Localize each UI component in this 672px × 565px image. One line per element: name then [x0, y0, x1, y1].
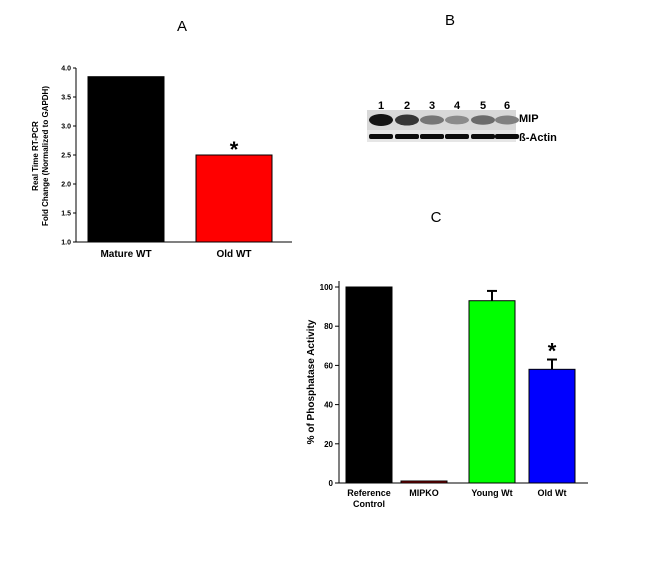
blot-mip-band	[471, 115, 495, 125]
panel-a-label: A	[177, 18, 187, 35]
chart-a-ytick-label: 3.5	[61, 95, 71, 102]
blot-lane-number: 3	[429, 100, 435, 112]
blot-actin-band	[471, 134, 495, 139]
band-label-mip: MIP	[519, 113, 539, 125]
chart-a-ytick-label: 2.5	[61, 153, 71, 160]
chart-c-ytick-label: 0	[329, 479, 334, 488]
blot-actin-band	[495, 134, 519, 139]
blot-mip-band	[420, 115, 444, 125]
blot-lane-number: 1	[378, 100, 384, 112]
chart-a-significance-star: *	[230, 137, 239, 162]
panel-b-label: B	[445, 12, 455, 29]
chart-c-bar	[345, 286, 393, 484]
chart-a-ytick-label: 3.0	[61, 124, 71, 131]
blot-actin-band	[445, 134, 469, 139]
chart-a-ytick-label: 1.5	[61, 211, 71, 218]
blot-actin-band	[420, 134, 444, 139]
blot-mip-band	[395, 114, 419, 126]
chart-a-ytick-label: 2.0	[61, 182, 71, 189]
chart-a: Real Time RT-PCR Fold Change (Normalized…	[31, 66, 292, 260]
blot-lane-number: 5	[480, 100, 486, 112]
panel-c-label: C	[431, 209, 442, 226]
chart-a-ylabel-line2: Fold Change (Normalized to GAPDH)	[41, 86, 50, 226]
chart-a-ytick-label: 4.0	[61, 66, 71, 73]
band-label-actin: ß-Actin	[519, 132, 557, 144]
chart-c-category-label: MIPKO	[409, 488, 439, 498]
chart-c-ytick-label: 20	[324, 440, 333, 449]
chart-c-ytick-label: 40	[324, 401, 333, 410]
chart-a-bar	[195, 154, 273, 243]
western-blot: 1 2 3 4 5 6 MIP ß-Actin	[367, 100, 557, 144]
blot-mip-band	[369, 114, 393, 126]
chart-c-bar	[468, 300, 516, 484]
chart-c-bar	[528, 368, 576, 484]
chart-c-category-label: Reference	[347, 488, 391, 498]
blot-actin-band	[395, 134, 419, 139]
chart-c-ytick-label: 80	[324, 322, 333, 331]
chart-a-ylabel-line1: Real Time RT-PCR	[31, 121, 40, 191]
chart-c-ytick-label: 60	[324, 361, 333, 370]
blot-lane-number: 6	[504, 100, 510, 112]
chart-c: % of Phosphatase Activity 0 20 40 60 80 100 R…	[306, 281, 588, 509]
chart-a-bar	[87, 76, 165, 243]
blot-lane-number: 4	[454, 100, 461, 112]
chart-a-category-label: Old WT	[217, 249, 252, 260]
blot-mip-band	[495, 115, 519, 125]
chart-c-category-label: Control	[353, 499, 385, 509]
chart-a-ytick-label: 1.0	[61, 240, 71, 247]
chart-c-significance-star: *	[548, 339, 557, 364]
chart-c-category-label: Old Wt	[538, 488, 567, 498]
chart-c-ytick-label: 100	[320, 283, 334, 292]
blot-mip-band	[445, 115, 469, 125]
chart-c-ylabel: % of Phosphatase Activity	[306, 319, 317, 444]
blot-lane-number: 2	[404, 100, 410, 112]
chart-c-category-label: Young Wt	[471, 488, 512, 498]
chart-c-bar	[400, 480, 448, 484]
chart-a-category-label: Mature WT	[100, 249, 151, 260]
blot-actin-band	[369, 134, 393, 139]
